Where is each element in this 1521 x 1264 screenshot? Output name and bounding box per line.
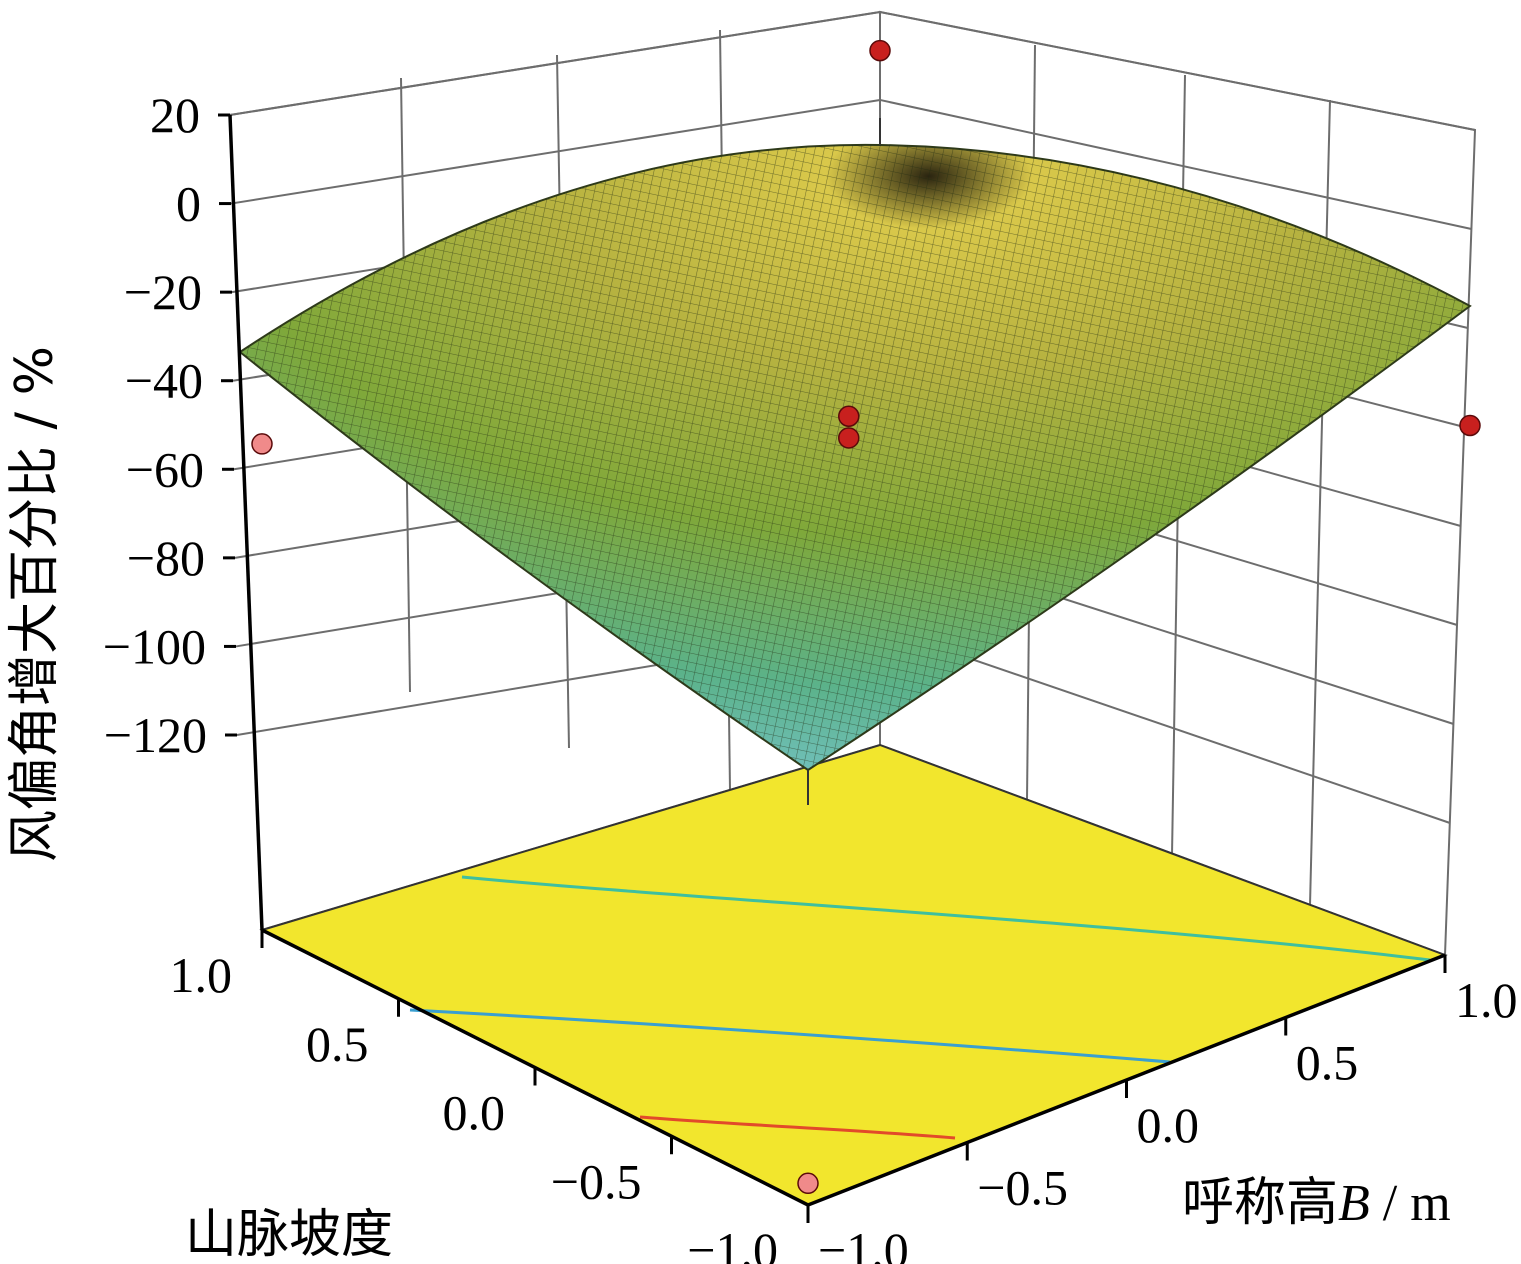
design-point bbox=[838, 405, 860, 427]
floor-plane bbox=[259, 743, 1448, 1207]
design-points bbox=[251, 39, 1481, 1195]
response-surface bbox=[238, 118, 1472, 805]
z-axis-ticks: 20 0 −20 −40 −60 −80 −100 −120 bbox=[103, 87, 237, 763]
design-point bbox=[251, 433, 273, 455]
floor-contour-1 bbox=[461, 875, 1431, 962]
x-tick-label: −0.5 bbox=[551, 1153, 642, 1209]
x-tick-label: 1.0 bbox=[170, 947, 233, 1003]
y-tick-label: 0.5 bbox=[1296, 1035, 1359, 1091]
y-tick-label: 1.0 bbox=[1455, 972, 1518, 1028]
z-tick-label: −60 bbox=[126, 441, 204, 497]
wall-vline bbox=[1309, 99, 1331, 906]
z-tick-label: −120 bbox=[104, 707, 207, 763]
design-point bbox=[1459, 414, 1481, 437]
wall-hline bbox=[230, 98, 881, 205]
y-tick-label: 0.0 bbox=[1137, 1097, 1200, 1153]
y-axis-ticks: 1.0 0.5 0.0 −0.5 −1.0 bbox=[806, 955, 1518, 1264]
z-tick-label: 0 bbox=[176, 176, 201, 232]
z-tick-label: −20 bbox=[124, 264, 202, 320]
x-tick-label: 0.5 bbox=[306, 1016, 369, 1072]
z-tick-label: −80 bbox=[127, 530, 205, 586]
z-tick-label: −100 bbox=[103, 618, 206, 674]
design-point bbox=[869, 39, 891, 62]
x-tick-label: 0.0 bbox=[443, 1085, 506, 1141]
floor-contour-3 bbox=[639, 1115, 956, 1140]
wall-hline bbox=[879, 11, 1476, 131]
y-tick-label: −0.5 bbox=[977, 1160, 1068, 1216]
z-axis-title: 风偏角增大百分比 / % bbox=[5, 346, 65, 862]
wall-hline bbox=[879, 626, 1451, 824]
x-axis-ticks: 1.0 0.5 0.0 −0.5 −1.0 bbox=[170, 930, 810, 1264]
wall-hline bbox=[229, 11, 881, 116]
y-axis-title: 呼称高B / m bbox=[1182, 1173, 1451, 1233]
wall-hline bbox=[879, 98, 1472, 230]
x-axis-title: 山脉坡度 bbox=[185, 1205, 393, 1264]
z-tick-label: −40 bbox=[125, 353, 203, 409]
design-point bbox=[797, 1172, 819, 1195]
floor-contour-2 bbox=[409, 1008, 1171, 1064]
z-tick-label: 20 bbox=[150, 87, 200, 143]
y-tick-label: −1.0 bbox=[818, 1222, 909, 1264]
design-point bbox=[838, 427, 860, 449]
x-tick-label: −1.0 bbox=[687, 1222, 778, 1264]
